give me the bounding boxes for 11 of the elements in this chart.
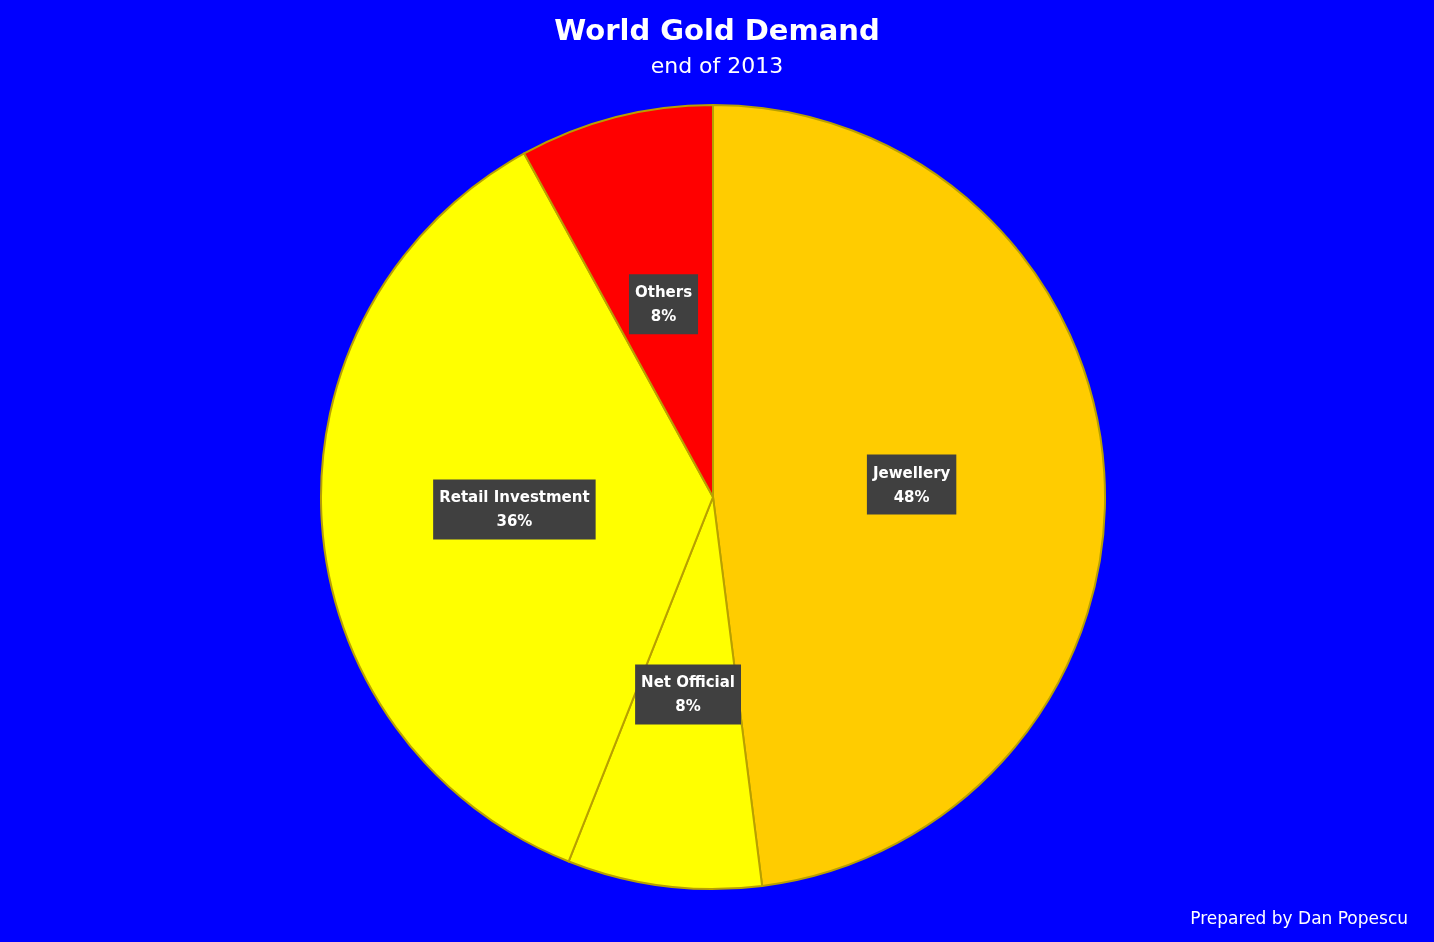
data-label: 8% — [650, 307, 677, 326]
data-label: 48% — [893, 487, 930, 506]
slice-label: Jewellery — [871, 463, 951, 482]
data-label: 36% — [496, 512, 533, 531]
slice-label: Retail Investment — [439, 488, 590, 507]
text: Prepared by Dan Popescu — [1190, 907, 1409, 928]
slice-label: Others — [634, 283, 693, 302]
slice-label: Net Official — [641, 673, 736, 692]
data-label: 8% — [675, 697, 701, 716]
chart-title: World Gold Demand — [554, 12, 880, 47]
chart-subtitle: end of 2013 — [650, 52, 784, 78]
